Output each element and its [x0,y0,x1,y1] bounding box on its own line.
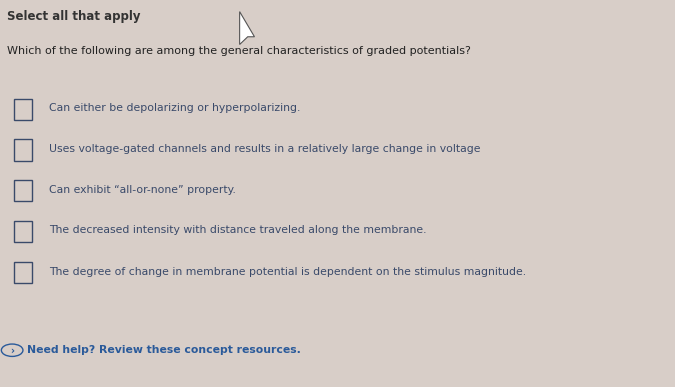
Bar [14,99,32,120]
Bar [14,262,32,283]
Bar [14,139,32,161]
Text: Select all that apply: Select all that apply [7,10,140,23]
Bar [14,180,32,201]
Text: Which of the following are among the general characteristics of graded potential: Which of the following are among the gen… [7,46,470,57]
Text: Can exhibit “all-or-none” property.: Can exhibit “all-or-none” property. [49,185,236,195]
Text: Need help? Review these concept resources.: Need help? Review these concept resource… [27,345,301,355]
Text: ›: › [10,345,14,355]
Text: Can either be depolarizing or hyperpolarizing.: Can either be depolarizing or hyperpolar… [49,103,300,113]
Text: The degree of change in membrane potential is dependent on the stimulus magnitud: The degree of change in membrane potenti… [49,267,526,277]
Polygon shape [240,12,254,45]
Text: Uses voltage-gated channels and results in a relatively large change in voltage: Uses voltage-gated channels and results … [49,144,480,154]
Text: The decreased intensity with distance traveled along the membrane.: The decreased intensity with distance tr… [49,225,426,235]
Bar [14,221,32,242]
